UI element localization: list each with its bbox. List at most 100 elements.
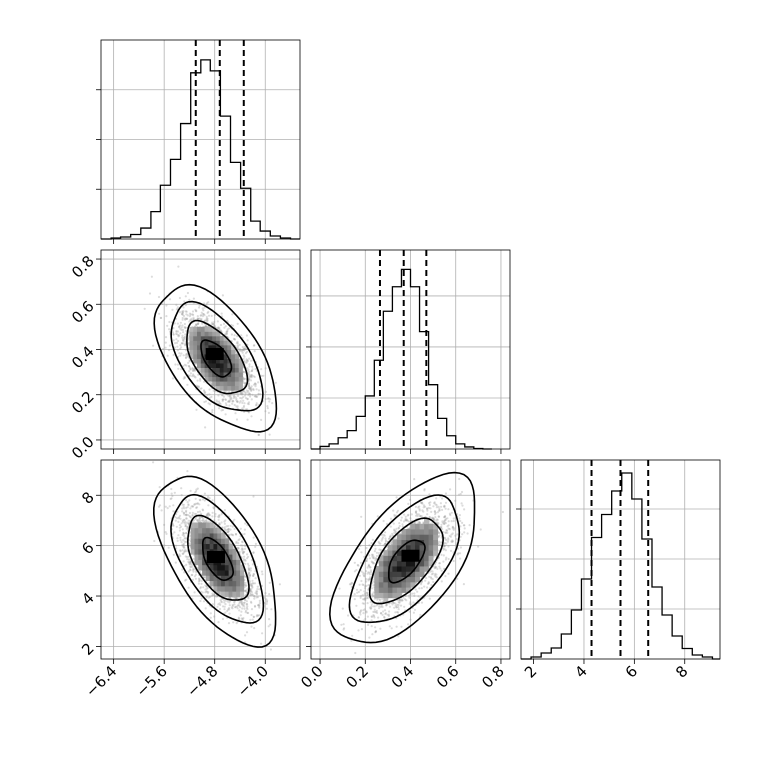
scatter-point (181, 336, 184, 339)
scatter-point (227, 607, 231, 610)
scatter-point (192, 313, 195, 316)
scatter-point (264, 367, 267, 370)
density-cell (189, 354, 194, 359)
scatter-point (247, 411, 250, 414)
scatter-point (182, 532, 185, 535)
scatter-point (172, 504, 175, 507)
scatter-point (233, 403, 236, 407)
scatter-point (189, 507, 192, 510)
scatter-point (223, 601, 226, 604)
density-cell (223, 340, 228, 346)
scatter-point (208, 514, 211, 517)
scatter-point (217, 591, 220, 594)
scatter-point (230, 393, 233, 396)
density-cell (212, 331, 217, 337)
scatter-point (170, 487, 173, 491)
scatter-point (235, 405, 238, 408)
scatter-point (219, 603, 222, 607)
density-cell (215, 344, 221, 350)
scatter-point (260, 570, 264, 573)
scatter-point (243, 555, 246, 558)
scatter-point (182, 545, 185, 548)
scatter-point (177, 335, 180, 338)
density-cell (223, 335, 228, 341)
scatter-point (158, 486, 161, 489)
scatter-point (186, 513, 189, 517)
scatter-point (208, 497, 211, 500)
scatter-point (177, 534, 180, 537)
scatter-point (171, 377, 175, 380)
scatter-point (181, 507, 184, 510)
panel-content (101, 250, 300, 449)
scatter-point (208, 396, 211, 400)
scatter-point (196, 519, 199, 522)
scatter-point (253, 382, 257, 385)
density-cell (234, 367, 240, 373)
scatter-point (205, 513, 208, 516)
density-cell (194, 533, 199, 539)
scatter-point (242, 348, 245, 351)
scatter-point (207, 402, 210, 405)
density-cell (202, 543, 207, 550)
scatter-point (254, 383, 257, 386)
scatter-point (202, 312, 205, 316)
scatter-point (236, 607, 239, 610)
scatter-point (249, 567, 252, 570)
scatter-point (164, 505, 167, 508)
scatter-point (242, 357, 245, 360)
density-cell (205, 543, 211, 550)
scatter-point (199, 377, 202, 381)
scatter-point (182, 543, 185, 546)
density-cell (194, 554, 199, 560)
scatter-point (253, 350, 256, 353)
scatter-point (181, 324, 184, 327)
scatter-point (238, 349, 241, 352)
scatter-point (190, 574, 193, 577)
scatter-point (209, 382, 213, 385)
scatter-point (274, 381, 277, 384)
scatter-point (186, 555, 189, 559)
scatter-point (187, 522, 190, 525)
scatter-point (243, 377, 246, 381)
scatter-point (250, 388, 253, 391)
scatter-point (243, 394, 247, 397)
density-cell (238, 358, 243, 364)
scatter-point (225, 332, 228, 335)
scatter-point (223, 522, 226, 525)
scatter-point (168, 344, 171, 347)
scatter-point (231, 313, 234, 316)
scatter-point (230, 397, 233, 400)
scatter-point (191, 514, 194, 517)
scatter-point (182, 511, 186, 514)
scatter-point (175, 329, 178, 333)
scatter-point (210, 314, 213, 317)
scatter-point (242, 390, 245, 393)
scatter-point (182, 546, 185, 549)
scatter-point (257, 604, 260, 607)
scatter-point (224, 325, 227, 328)
density-cell (197, 363, 202, 368)
scatter-point (199, 587, 202, 590)
scatter-point (243, 532, 246, 536)
scatter-point (182, 314, 186, 318)
density-cell (223, 354, 228, 359)
scatter-point (165, 532, 168, 536)
scatter-point (212, 506, 215, 509)
scatter-point (228, 608, 231, 611)
scatter-point (166, 507, 169, 510)
scatter-point (243, 402, 246, 405)
scatter-point (176, 349, 179, 352)
scatter-point (194, 308, 197, 311)
scatter-point (242, 559, 245, 562)
scatter-point (214, 512, 217, 516)
density-cell (200, 363, 206, 368)
scatter-point (242, 617, 245, 620)
scatter-point (250, 625, 253, 628)
scatter-point (245, 584, 248, 587)
scatter-point (224, 529, 227, 532)
scatter-point (193, 568, 196, 571)
density-cell (193, 326, 198, 332)
density-cell (221, 570, 226, 576)
scatter-point (245, 631, 249, 634)
scatter-point (249, 618, 252, 621)
